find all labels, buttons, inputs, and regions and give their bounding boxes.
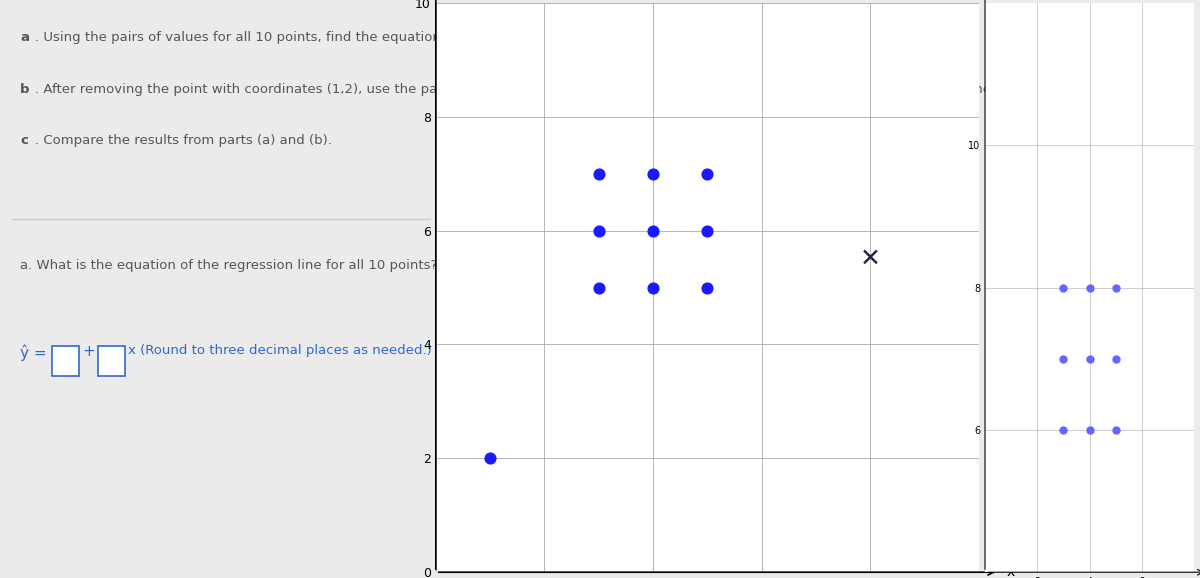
Text: . Compare the results from parts (a) and (b).: . Compare the results from parts (a) and… (35, 134, 332, 147)
Point (1106, 283, 1126, 292)
Text: +: + (83, 344, 95, 360)
Point (698, 226, 718, 235)
Text: ✕: ✕ (859, 247, 881, 271)
Text: ŷ =: ŷ = (20, 344, 47, 361)
Point (1106, 425, 1126, 435)
Point (1080, 425, 1099, 435)
Point (589, 283, 608, 292)
Text: . Using the pairs of values for all 10 points, find the equation of the regressi: . Using the pairs of values for all 10 p… (35, 31, 590, 45)
Text: x (Round to three decimal places as needed.): x (Round to three decimal places as need… (128, 344, 432, 357)
Text: x: x (1007, 565, 1014, 578)
Point (589, 226, 608, 235)
Text: b: b (20, 83, 30, 95)
Point (589, 169, 608, 178)
Text: a: a (20, 31, 29, 45)
Point (1080, 354, 1099, 364)
FancyBboxPatch shape (97, 346, 125, 376)
Point (643, 169, 662, 178)
Point (643, 283, 662, 292)
Text: a. What is the equation of the regression line for all 10 points?: a. What is the equation of the regressio… (20, 259, 438, 272)
FancyBboxPatch shape (52, 346, 79, 376)
Point (1054, 354, 1073, 364)
Point (698, 283, 718, 292)
Point (480, 454, 499, 463)
Text: c: c (20, 134, 29, 147)
Text: . After removing the point with coordinates (1,2), use the pairs of values for t: . After removing the point with coordina… (35, 83, 995, 95)
Point (1080, 283, 1099, 292)
Point (1106, 354, 1126, 364)
Point (1054, 283, 1073, 292)
Point (643, 226, 662, 235)
Point (1054, 425, 1073, 435)
Point (698, 169, 718, 178)
